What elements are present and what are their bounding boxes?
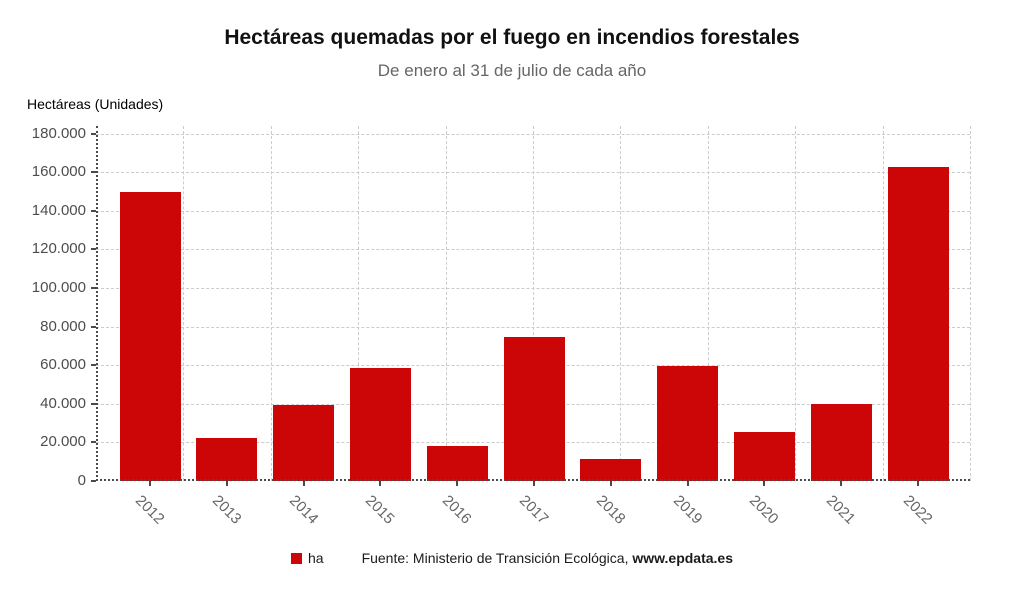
y-tick-mark-180.000	[91, 132, 96, 135]
y-tick-mark-140.000	[91, 209, 96, 212]
x-tick-label-2013: 2013	[208, 492, 245, 528]
x-tick-label-2022: 2022	[899, 492, 936, 528]
x-tick-mark-2013	[225, 481, 228, 486]
bar-2015[interactable]	[349, 368, 411, 481]
y-tick-label-140.000: 140.000	[31, 201, 86, 219]
y-tick-mark-160.000	[91, 171, 96, 174]
bar-2020[interactable]	[733, 431, 795, 481]
chart-footer: ha Fuente: Ministerio de Transición Ecol…	[0, 550, 1024, 566]
chart-title: Hectáreas quemadas por el fuego en incen…	[224, 26, 800, 49]
bar-2019[interactable]	[657, 365, 719, 481]
y-tick-label-60.000: 60.000	[40, 356, 86, 374]
y-tick-mark-60.000	[91, 364, 96, 367]
x-tick-mark-2016	[456, 481, 459, 486]
bar-2013[interactable]	[196, 437, 258, 481]
chart-subtitle: De enero al 31 de julio de cada año	[377, 61, 647, 80]
x-tick-label-2016: 2016	[439, 492, 475, 528]
gridline-v-7	[707, 126, 709, 481]
x-tick-label-2017: 2017	[515, 492, 552, 528]
gridline-v-4	[445, 126, 447, 481]
gridline-v-6	[620, 126, 622, 481]
x-tick-mark-2014	[302, 481, 305, 486]
x-tick-mark-2015	[379, 481, 382, 486]
x-tick-label-2012: 2012	[131, 492, 168, 528]
y-tick-mark-100.000	[91, 287, 96, 290]
plot-area	[96, 126, 971, 481]
gridline-v-2	[270, 126, 272, 481]
x-tick-label-2014: 2014	[285, 492, 322, 528]
x-tick-label-2018: 2018	[592, 492, 629, 528]
gridline-v-5	[533, 126, 534, 481]
y-tick-mark-120.000	[91, 248, 96, 251]
y-tick-label-100.000: 100.000	[31, 279, 86, 297]
x-tick-label-2015: 2015	[362, 492, 398, 528]
y-axis-title: Hectáreas (Unidades)	[27, 96, 164, 112]
y-tick-mark-0	[91, 480, 96, 482]
bar-2012[interactable]	[119, 191, 181, 481]
y-tick-label-20.000: 20.000	[40, 433, 86, 451]
legend-label: ha	[307, 550, 324, 566]
y-tick-label-160.000: 160.000	[31, 163, 86, 181]
x-axis-line	[96, 479, 970, 481]
bar-2021[interactable]	[810, 403, 872, 481]
gridline-v-10	[970, 126, 971, 481]
gridline-v-9	[882, 126, 884, 481]
y-tick-mark-40.000	[91, 402, 96, 405]
x-tick-mark-2020	[763, 481, 766, 486]
y-axis-line	[96, 126, 98, 481]
bar-2022[interactable]	[887, 167, 949, 481]
gridline-v-3	[358, 126, 360, 481]
source-line: Fuente: Ministerio de Transición Ecológi…	[362, 550, 733, 566]
bar-2018[interactable]	[580, 459, 642, 481]
y-tick-label-120.000: 120.000	[31, 240, 86, 258]
gridline-v-8	[795, 126, 797, 481]
source-site-link[interactable]: www.epdata.es	[632, 550, 733, 566]
y-tick-mark-20.000	[91, 441, 96, 444]
source-prefix: Fuente: Ministerio de Transición Ecológi…	[361, 550, 633, 566]
y-tick-label-180.000: 180.000	[31, 124, 86, 142]
y-tick-label-80.000: 80.000	[40, 317, 86, 335]
bar-2017[interactable]	[503, 336, 565, 481]
legend-item-ha[interactable]: ha	[290, 550, 324, 566]
x-tick-label-2019: 2019	[669, 492, 706, 528]
bar-2014[interactable]	[273, 405, 335, 481]
x-tick-mark-2019	[686, 481, 689, 486]
x-tick-mark-2017	[533, 481, 535, 486]
y-tick-label-40.000: 40.000	[40, 394, 86, 412]
x-tick-mark-2012	[149, 481, 151, 486]
x-tick-label-2020: 2020	[746, 492, 782, 528]
gridline-v-1	[183, 126, 185, 481]
x-tick-mark-2022	[917, 481, 919, 486]
x-tick-mark-2021	[840, 481, 843, 486]
x-tick-label-2021: 2021	[823, 492, 859, 528]
y-tick-label-0: 0	[77, 472, 86, 489]
bar-2016[interactable]	[426, 445, 488, 481]
x-tick-mark-2018	[609, 481, 612, 486]
y-tick-mark-80.000	[91, 325, 96, 328]
legend-swatch	[290, 552, 302, 564]
